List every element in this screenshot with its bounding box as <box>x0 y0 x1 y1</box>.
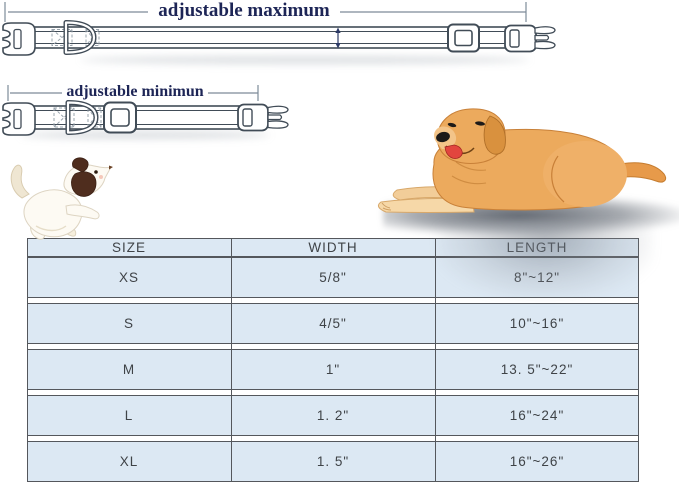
max-diagram-label: adjustable maximum <box>158 0 330 21</box>
dog-shadow <box>438 226 653 298</box>
cell-size: XS <box>118 270 139 285</box>
cell-length: 13. 5"~22" <box>500 362 574 377</box>
max-collar-diagram <box>2 2 556 56</box>
cell-size: M <box>122 362 136 377</box>
d-ring <box>65 100 99 135</box>
table-border-line <box>231 238 232 482</box>
collar-strap <box>29 26 513 49</box>
small-dog-illustration <box>10 157 113 240</box>
buckle-male <box>237 103 289 132</box>
max-dimension-line <box>4 2 527 22</box>
cell-length: 10"~16" <box>509 316 565 331</box>
table-border-line <box>27 238 28 482</box>
cell-width: 1. 2" <box>316 408 350 423</box>
table-border-line <box>638 238 639 482</box>
golden-retriever-illustration <box>377 108 667 213</box>
cell-width: 4/5" <box>319 316 347 331</box>
d-ring <box>63 20 97 55</box>
table-row-s: S 4/5" 10"~16" <box>27 303 639 344</box>
table-row-l: L 1. 2" 16"~24" <box>27 395 639 436</box>
min-collar-diagram <box>2 85 289 136</box>
table-border-line <box>435 238 436 482</box>
buckle-female <box>2 22 36 56</box>
column-header-size: SIZE <box>111 240 146 255</box>
cell-width: 1" <box>325 362 341 377</box>
table-row-xl: XL 1. 5" 16"~26" <box>27 441 639 482</box>
collar-shadow <box>80 56 530 64</box>
cell-length: 16"~26" <box>509 454 565 469</box>
width-arrow <box>335 27 341 49</box>
cell-size: XL <box>119 454 139 469</box>
cell-size: S <box>123 316 134 331</box>
buckle-female <box>2 102 36 136</box>
cell-length: 16"~24" <box>509 408 565 423</box>
cell-width: 1. 5" <box>316 454 350 469</box>
buckle-male <box>504 24 556 53</box>
table-row-m: M 1" 13. 5"~22" <box>27 349 639 390</box>
tri-glide-slider <box>103 101 137 134</box>
cell-width: 5/8" <box>319 270 347 285</box>
min-diagram-label: adjustable minimun <box>66 83 204 100</box>
cell-size: L <box>124 408 134 423</box>
min-dimension-line <box>7 85 259 101</box>
column-header-width: WIDTH <box>308 240 358 255</box>
collar-shadow <box>20 131 270 139</box>
tri-glide-slider <box>447 23 480 53</box>
